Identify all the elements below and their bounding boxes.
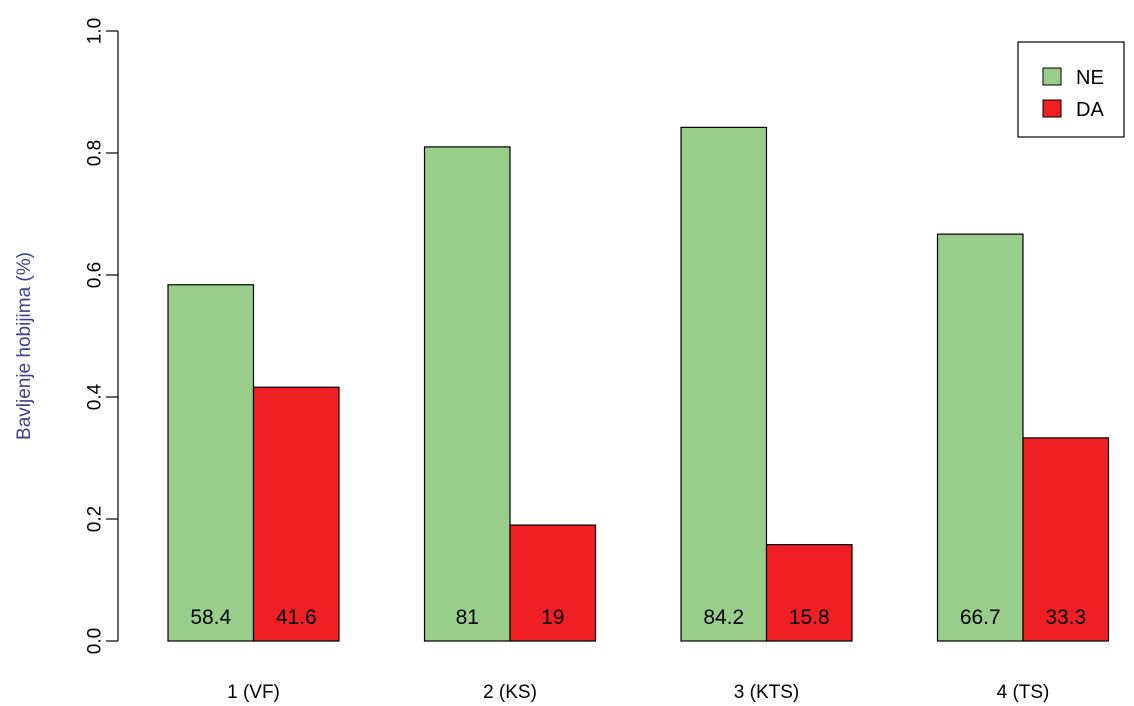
bar-ne-3	[680, 126, 768, 642]
legend-box	[1017, 41, 1125, 138]
data-label: 66.7	[960, 606, 1001, 629]
data-label: 84.2	[703, 606, 744, 629]
x-tick-label: 1 (VF)	[227, 682, 280, 703]
legend-swatch-da	[1042, 99, 1062, 118]
y-tick-label: 0.4	[85, 383, 106, 410]
y-tick-label: 0.8	[85, 140, 106, 166]
x-axis-labels: 1 (VF) 2 (KS) 3 (KTS) 4 (TS)	[227, 682, 1049, 703]
y-axis: 0.0 0.2 0.4 0.6 0.8 1.0	[85, 18, 119, 654]
bar-da-1	[252, 386, 340, 642]
bar-da-4	[1022, 437, 1110, 642]
y-tick-label: 1.0	[85, 18, 106, 44]
y-tick-label: 0.0	[85, 628, 106, 654]
bar-ne-1	[167, 284, 255, 642]
x-tick-label: 4 (TS)	[997, 682, 1050, 703]
data-label: 19	[541, 606, 564, 629]
bar-da-2	[509, 524, 597, 642]
bars	[167, 126, 1110, 642]
data-label: 33.3	[1045, 606, 1086, 629]
data-label: 58.4	[190, 606, 231, 629]
data-label: 81	[456, 606, 479, 629]
y-tick-label: 0.6	[85, 262, 106, 288]
legend-swatch-ne	[1042, 67, 1062, 86]
data-label: 41.6	[276, 606, 317, 629]
bar-da-3	[765, 544, 853, 642]
data-labels: 58.4 41.6 81 19 84.2 15.8 66.7 33.3	[190, 606, 1086, 629]
x-tick-label: 2 (KS)	[483, 682, 537, 703]
legend-label-ne: NE	[1076, 67, 1104, 89]
y-axis-label: Bavljenje hobijima (%)	[14, 252, 35, 440]
data-label: 15.8	[789, 606, 830, 629]
bar-ne-2	[423, 146, 511, 642]
bar-ne-4	[936, 233, 1024, 642]
y-tick-label: 0.2	[85, 506, 106, 532]
legend: NE DA	[1017, 41, 1125, 138]
x-tick-label: 3 (KTS)	[734, 682, 799, 703]
legend-label-da: DA	[1076, 99, 1104, 121]
